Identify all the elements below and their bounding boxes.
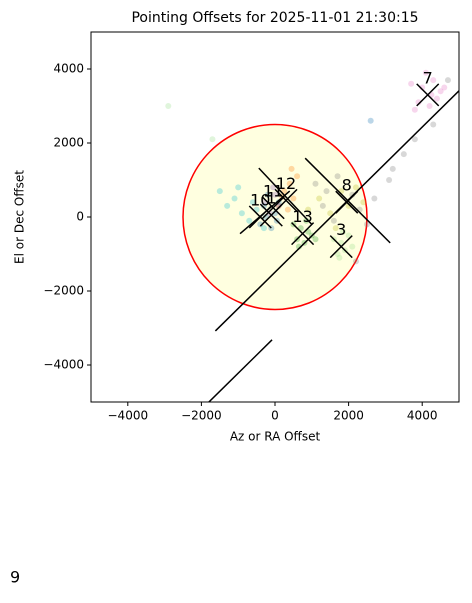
data-point: [260, 202, 267, 209]
data-point: [272, 191, 278, 198]
data-point: [327, 210, 334, 217]
data-point: [371, 195, 378, 202]
data-point: [411, 106, 418, 113]
tolerance-circle: [182, 123, 368, 311]
data-point: [235, 184, 242, 191]
data-point: [364, 221, 370, 228]
data-point: [290, 195, 297, 202]
data-point: [349, 243, 356, 250]
data-point: [419, 84, 426, 91]
x-tick-label: 4000: [407, 409, 438, 423]
center-marker: [329, 235, 353, 259]
data-point: [349, 191, 356, 198]
cluster-label: 3: [336, 220, 346, 239]
data-point: [441, 84, 448, 91]
y-tick-label: −4000: [43, 358, 84, 372]
y-tick-label: 2000: [53, 136, 84, 150]
center-marker: [291, 222, 315, 246]
data-point: [444, 77, 451, 84]
center-marker: [261, 196, 285, 220]
data-point: [332, 225, 339, 232]
data-point: [246, 217, 253, 224]
data-point: [294, 173, 301, 180]
data-point: [336, 254, 343, 261]
data-point: [323, 188, 330, 195]
data-point: [249, 199, 256, 206]
data-point: [352, 258, 359, 265]
y-tick-label: −2000: [43, 284, 84, 298]
y-axis-label: El or Dec Offset: [13, 170, 27, 264]
fit-line: [207, 339, 273, 402]
data-point: [340, 228, 347, 235]
x-tick-label: 0: [271, 409, 279, 423]
data-point: [433, 95, 440, 102]
y-tick-label: 0: [76, 210, 84, 224]
data-point: [352, 184, 359, 191]
data-point: [209, 136, 216, 143]
cluster-label: 13: [292, 207, 312, 226]
cluster-label: 1: [266, 189, 276, 208]
data-point: [330, 217, 337, 224]
data-point: [360, 199, 367, 206]
cluster-label: 10: [250, 191, 270, 210]
cluster-label: 11: [263, 181, 283, 200]
x-tick-label: 2000: [333, 409, 364, 423]
x-tick-label: −4000: [108, 409, 149, 423]
cluster-label: 7: [423, 68, 433, 87]
fit-line: [258, 167, 313, 225]
data-point: [334, 173, 341, 180]
chart-title: Pointing Offsets for 2025-11-01 21:30:15: [131, 10, 418, 26]
cluster-label: 8: [342, 176, 352, 195]
data-point: [286, 180, 293, 187]
data-point: [319, 202, 326, 209]
data-point: [231, 195, 238, 202]
center-marker: [248, 205, 272, 229]
cluster-label: 12: [276, 174, 296, 193]
footer-number: 9: [10, 568, 20, 587]
y-tick-label: 4000: [53, 62, 84, 76]
data-point: [430, 77, 437, 84]
data-point: [305, 206, 312, 213]
data-point: [165, 103, 172, 109]
data-point: [422, 69, 429, 76]
data-point: [430, 121, 437, 128]
data-point: [257, 221, 264, 228]
data-point: [316, 195, 323, 202]
data-point: [216, 188, 223, 195]
x-axis-label: Az or RA Offset: [230, 430, 321, 444]
data-point: [437, 88, 444, 95]
center-marker: [335, 190, 359, 214]
data-point: [400, 151, 407, 158]
center-marker: [416, 83, 440, 107]
center-marker: [259, 203, 283, 227]
data-point: [288, 165, 295, 172]
data-point: [426, 103, 433, 109]
data-point: [260, 225, 267, 232]
x-tick-label: −2000: [181, 409, 222, 423]
data-point: [415, 99, 422, 106]
data-point: [408, 80, 415, 87]
data-point: [264, 191, 271, 198]
data-point: [367, 117, 374, 124]
data-point: [238, 210, 245, 217]
data-point: [284, 206, 291, 213]
data-point: [389, 165, 396, 172]
data-point: [345, 202, 352, 209]
data-point: [312, 236, 319, 243]
data-point: [386, 177, 393, 183]
data-point: [411, 136, 418, 143]
data-point: [224, 202, 231, 209]
data-point: [312, 180, 319, 187]
